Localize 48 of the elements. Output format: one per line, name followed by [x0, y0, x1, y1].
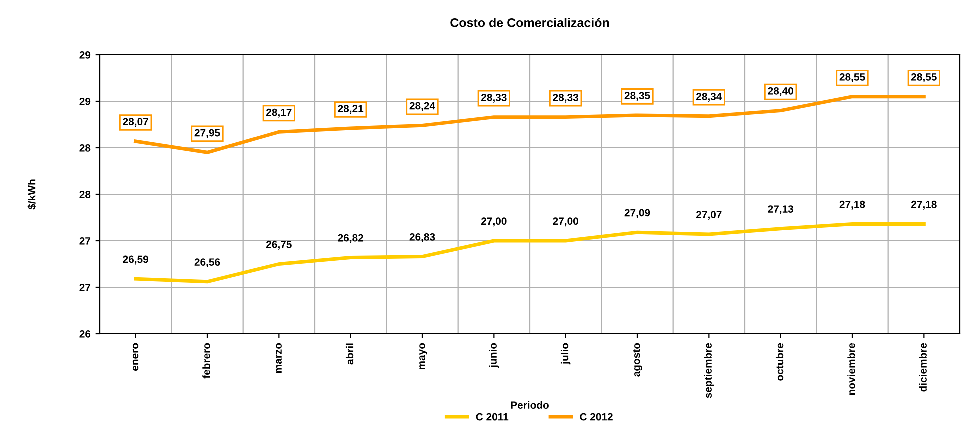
x-tick-label: febrero	[202, 343, 210, 379]
x-tick-label: septiembre	[704, 343, 714, 398]
y-tick-label: 28	[80, 191, 91, 198]
x-tick-label: abril	[346, 344, 354, 365]
legend-label: C 2011	[476, 413, 509, 421]
data-label: 28,24	[410, 102, 436, 112]
data-label: 28,33	[553, 94, 578, 103]
y-tick-label: 27	[80, 284, 91, 292]
data-label: 26,56	[194, 258, 220, 268]
data-label: 28,55	[840, 74, 866, 82]
data-label: 27,07	[696, 211, 722, 220]
x-tick-label: agosto	[633, 343, 642, 377]
data-label: 26,75	[266, 240, 292, 250]
x-axis-title: Periodo	[511, 401, 549, 410]
x-tick-label: junio	[489, 343, 500, 368]
x-tick-label: mayo	[420, 343, 428, 370]
y-axis-title: $/kWh	[28, 180, 36, 210]
data-label: 26,83	[410, 233, 436, 242]
data-label: 27,00	[481, 218, 507, 227]
data-label: 28,55	[911, 74, 937, 82]
data-label: 28,21	[338, 105, 364, 114]
y-tick-label: 29	[80, 52, 91, 59]
data-label: 27,95	[194, 129, 220, 138]
data-label: 27,00	[553, 218, 578, 227]
data-label: 27,13	[768, 206, 794, 214]
data-label: 28,07	[123, 118, 148, 128]
data-label: 28,35	[624, 92, 650, 102]
legend-label: C 2012	[580, 413, 613, 421]
data-label: 28,34	[696, 93, 722, 102]
x-tick-label: enero	[132, 343, 139, 371]
data-label: 27,18	[840, 200, 866, 210]
x-tick-label: octubre	[776, 343, 784, 381]
y-tick-label: 28	[80, 144, 91, 152]
data-label: 26,82	[338, 234, 364, 244]
data-label: 28,40	[768, 87, 794, 96]
y-tick-label: 29	[80, 98, 91, 106]
data-label: 28,17	[266, 108, 292, 118]
x-tick-label: julio	[560, 343, 571, 365]
chart-title: Costo de Comercialización	[450, 18, 610, 28]
y-tick-label: 27	[80, 238, 91, 245]
y-tick-label: 26	[80, 330, 91, 338]
x-tick-label: diciembre	[919, 343, 927, 392]
data-label: 28,33	[481, 94, 507, 103]
x-tick-label: noviembre	[848, 343, 856, 396]
data-label: 26,59	[123, 256, 148, 265]
data-label: 27,09	[624, 209, 650, 218]
x-tick-label: marzo	[276, 343, 282, 374]
data-label: 27,18	[911, 200, 937, 210]
